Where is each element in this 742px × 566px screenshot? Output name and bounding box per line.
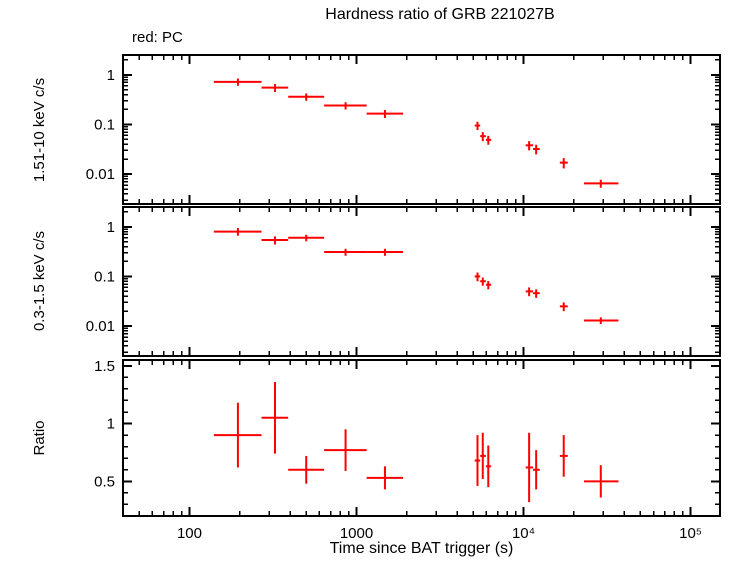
y-tick-label: 0.01 bbox=[86, 318, 115, 335]
y-tick-label: 0.1 bbox=[94, 268, 115, 285]
y-tick-label: 1 bbox=[107, 67, 115, 84]
y-tick-label: 0.1 bbox=[94, 116, 115, 133]
panel-frame-soft bbox=[122, 206, 721, 357]
y-axis-label-ratio: Ratio bbox=[31, 420, 48, 456]
x-tick-label: 10⁵ bbox=[679, 525, 702, 542]
y-tick-label: 1 bbox=[107, 219, 115, 236]
panel-frame-ratio bbox=[122, 359, 721, 517]
panel-frame-hard bbox=[122, 54, 721, 205]
y-tick-label: 0.5 bbox=[94, 473, 115, 490]
x-axis-label: Time since BAT trigger (s) bbox=[329, 540, 514, 557]
y-tick-label: 0.01 bbox=[86, 166, 115, 183]
y-tick-label: 1 bbox=[107, 416, 115, 433]
x-tick-label: 100 bbox=[177, 525, 202, 542]
x-tick-label: 10⁴ bbox=[512, 525, 535, 542]
chart-title: Hardness ratio of GRB 221027B bbox=[325, 6, 555, 23]
y-tick-label: 1.5 bbox=[94, 358, 115, 375]
x-tick-label: 1000 bbox=[340, 525, 373, 542]
mode-legend-pc: red: PC bbox=[132, 29, 183, 46]
